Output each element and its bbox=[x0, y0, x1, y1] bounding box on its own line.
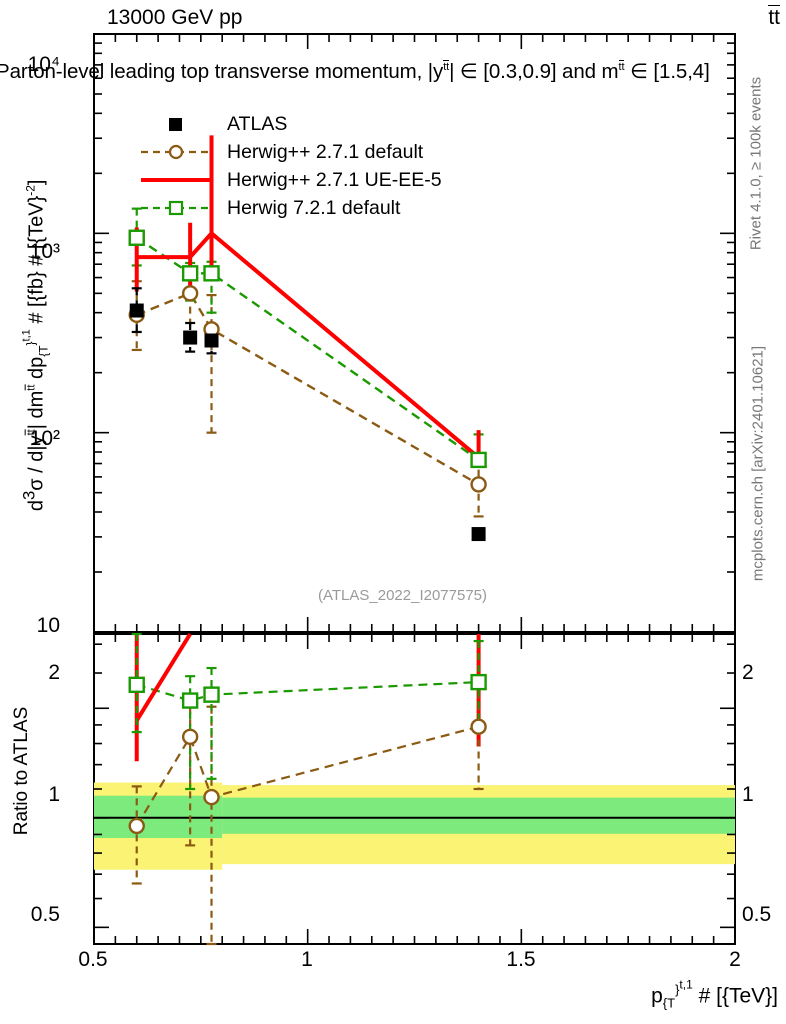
legend-item-herwigpp-default[interactable]: Herwig++ 2.7.1 default bbox=[139, 138, 442, 166]
legend-label-herwigpp-default: Herwig++ 2.7.1 default bbox=[227, 140, 424, 163]
legend-key-atlas bbox=[139, 113, 213, 135]
ratio-tick-05-right: 0.5 bbox=[742, 903, 772, 926]
x-axis-title: p{T}t,1 # [{TeV}] bbox=[651, 978, 778, 1011]
process-label: tt bbox=[768, 5, 780, 29]
ratio-tick-1-right: 1 bbox=[742, 783, 754, 806]
legend: ATLAS Herwig++ 2.7.1 default Herwig++ 2.… bbox=[139, 110, 442, 222]
x-tick-1: 1 bbox=[301, 948, 313, 971]
ratio-tick-2-left: 2 bbox=[48, 661, 60, 684]
ratio-axis-title: Ratio to ATLAS bbox=[11, 706, 32, 836]
legend-item-herwigpp-ueee5[interactable]: Herwig++ 2.7.1 UE-EE-5 bbox=[139, 166, 442, 194]
legend-item-herwig7-default[interactable]: Herwig 7.2.1 default bbox=[139, 194, 442, 222]
rivet-credit: Rivet 4.1.0, ≥ 100k events bbox=[747, 76, 765, 251]
beam-energy-label: 13000 GeV pp bbox=[107, 6, 243, 29]
y-tick-1e1: 10 bbox=[36, 614, 60, 637]
x-tick-2: 2 bbox=[729, 948, 741, 971]
ratio-tick-1-left: 1 bbox=[48, 783, 60, 806]
ratio-tick-05-left: 0.5 bbox=[30, 903, 60, 926]
legend-item-atlas[interactable]: ATLAS bbox=[139, 110, 442, 138]
y-axis-title: d3σ / d|ytt| dmtt dp{T}t,1 # [{fb} # [{T… bbox=[19, 179, 51, 512]
legend-label-herwigpp-ueee5: Herwig++ 2.7.1 UE-EE-5 bbox=[227, 168, 442, 191]
page-title: Parton-level leading top transverse mome… bbox=[0, 60, 710, 83]
legend-key-herwig7-default bbox=[139, 197, 213, 219]
legend-key-herwigpp-default bbox=[139, 141, 213, 163]
analysis-id-watermark: (ATLAS_2022_I2077575) bbox=[318, 587, 488, 604]
legend-label-atlas: ATLAS bbox=[227, 112, 288, 135]
ratio-tick-2-right: 2 bbox=[742, 661, 754, 684]
y-tick-1e4: 10⁴ bbox=[27, 53, 60, 76]
x-tick-0-5: 0.5 bbox=[78, 948, 108, 971]
ratio-plot-frame bbox=[93, 633, 736, 945]
y-tick-1e3: 10³ bbox=[29, 240, 60, 263]
mcplots-credit: mcplots.cern.ch [arXiv:2401.10621] bbox=[749, 345, 767, 582]
y-tick-1e2: 10² bbox=[29, 427, 60, 450]
legend-key-herwigpp-ueee5 bbox=[139, 169, 213, 191]
x-tick-1-5: 1.5 bbox=[506, 948, 536, 971]
legend-label-herwig7-default: Herwig 7.2.1 default bbox=[227, 196, 401, 219]
